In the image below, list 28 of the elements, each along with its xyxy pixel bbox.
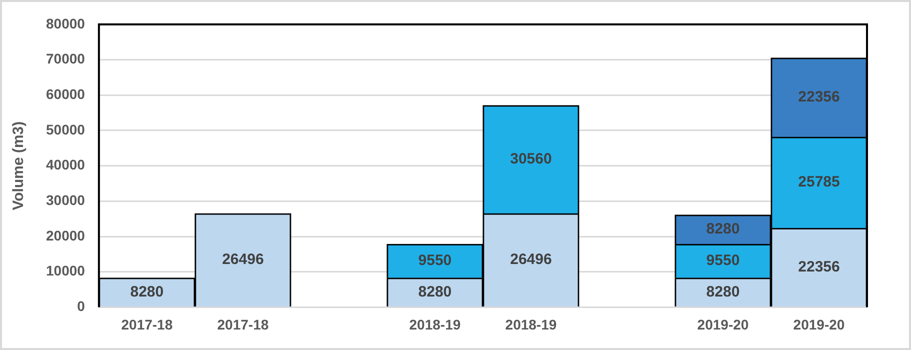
x-tick-label: 2018-19 xyxy=(505,316,557,332)
x-tick-label: 2017-18 xyxy=(217,316,269,332)
data-label: 8280 xyxy=(706,220,740,238)
data-label: 22356 xyxy=(798,258,840,276)
y-tick-label: 30000 xyxy=(46,192,86,208)
y-tick-label: 60000 xyxy=(46,86,86,102)
data-label: 9550 xyxy=(418,252,452,270)
x-tick-label: 2017-18 xyxy=(121,316,173,332)
data-label: 8280 xyxy=(706,283,740,300)
data-label: 22356 xyxy=(798,88,840,106)
y-tick-label: 50000 xyxy=(46,121,86,138)
y-tick-label: 20000 xyxy=(46,227,86,244)
x-tick-label: 2019-20 xyxy=(793,316,845,332)
data-label: 26496 xyxy=(222,251,264,268)
y-tick-label: 10000 xyxy=(46,262,86,279)
y-tick-label: 40000 xyxy=(46,156,86,173)
x-tick-label: 2018-19 xyxy=(409,316,461,332)
y-tick-label: 80000 xyxy=(46,15,86,32)
y-tick-label: 0 xyxy=(77,298,86,314)
y-axis-title: Volume (m3) xyxy=(10,121,28,210)
y-tick-label: 70000 xyxy=(46,50,86,67)
data-label: 9550 xyxy=(706,252,740,270)
data-label: 8280 xyxy=(130,283,164,300)
data-label: 26496 xyxy=(510,251,552,268)
x-tick-label: 2019-20 xyxy=(697,316,749,332)
data-label: 30560 xyxy=(510,150,552,168)
data-label: 25785 xyxy=(798,174,840,191)
data-label: 8280 xyxy=(418,283,452,300)
